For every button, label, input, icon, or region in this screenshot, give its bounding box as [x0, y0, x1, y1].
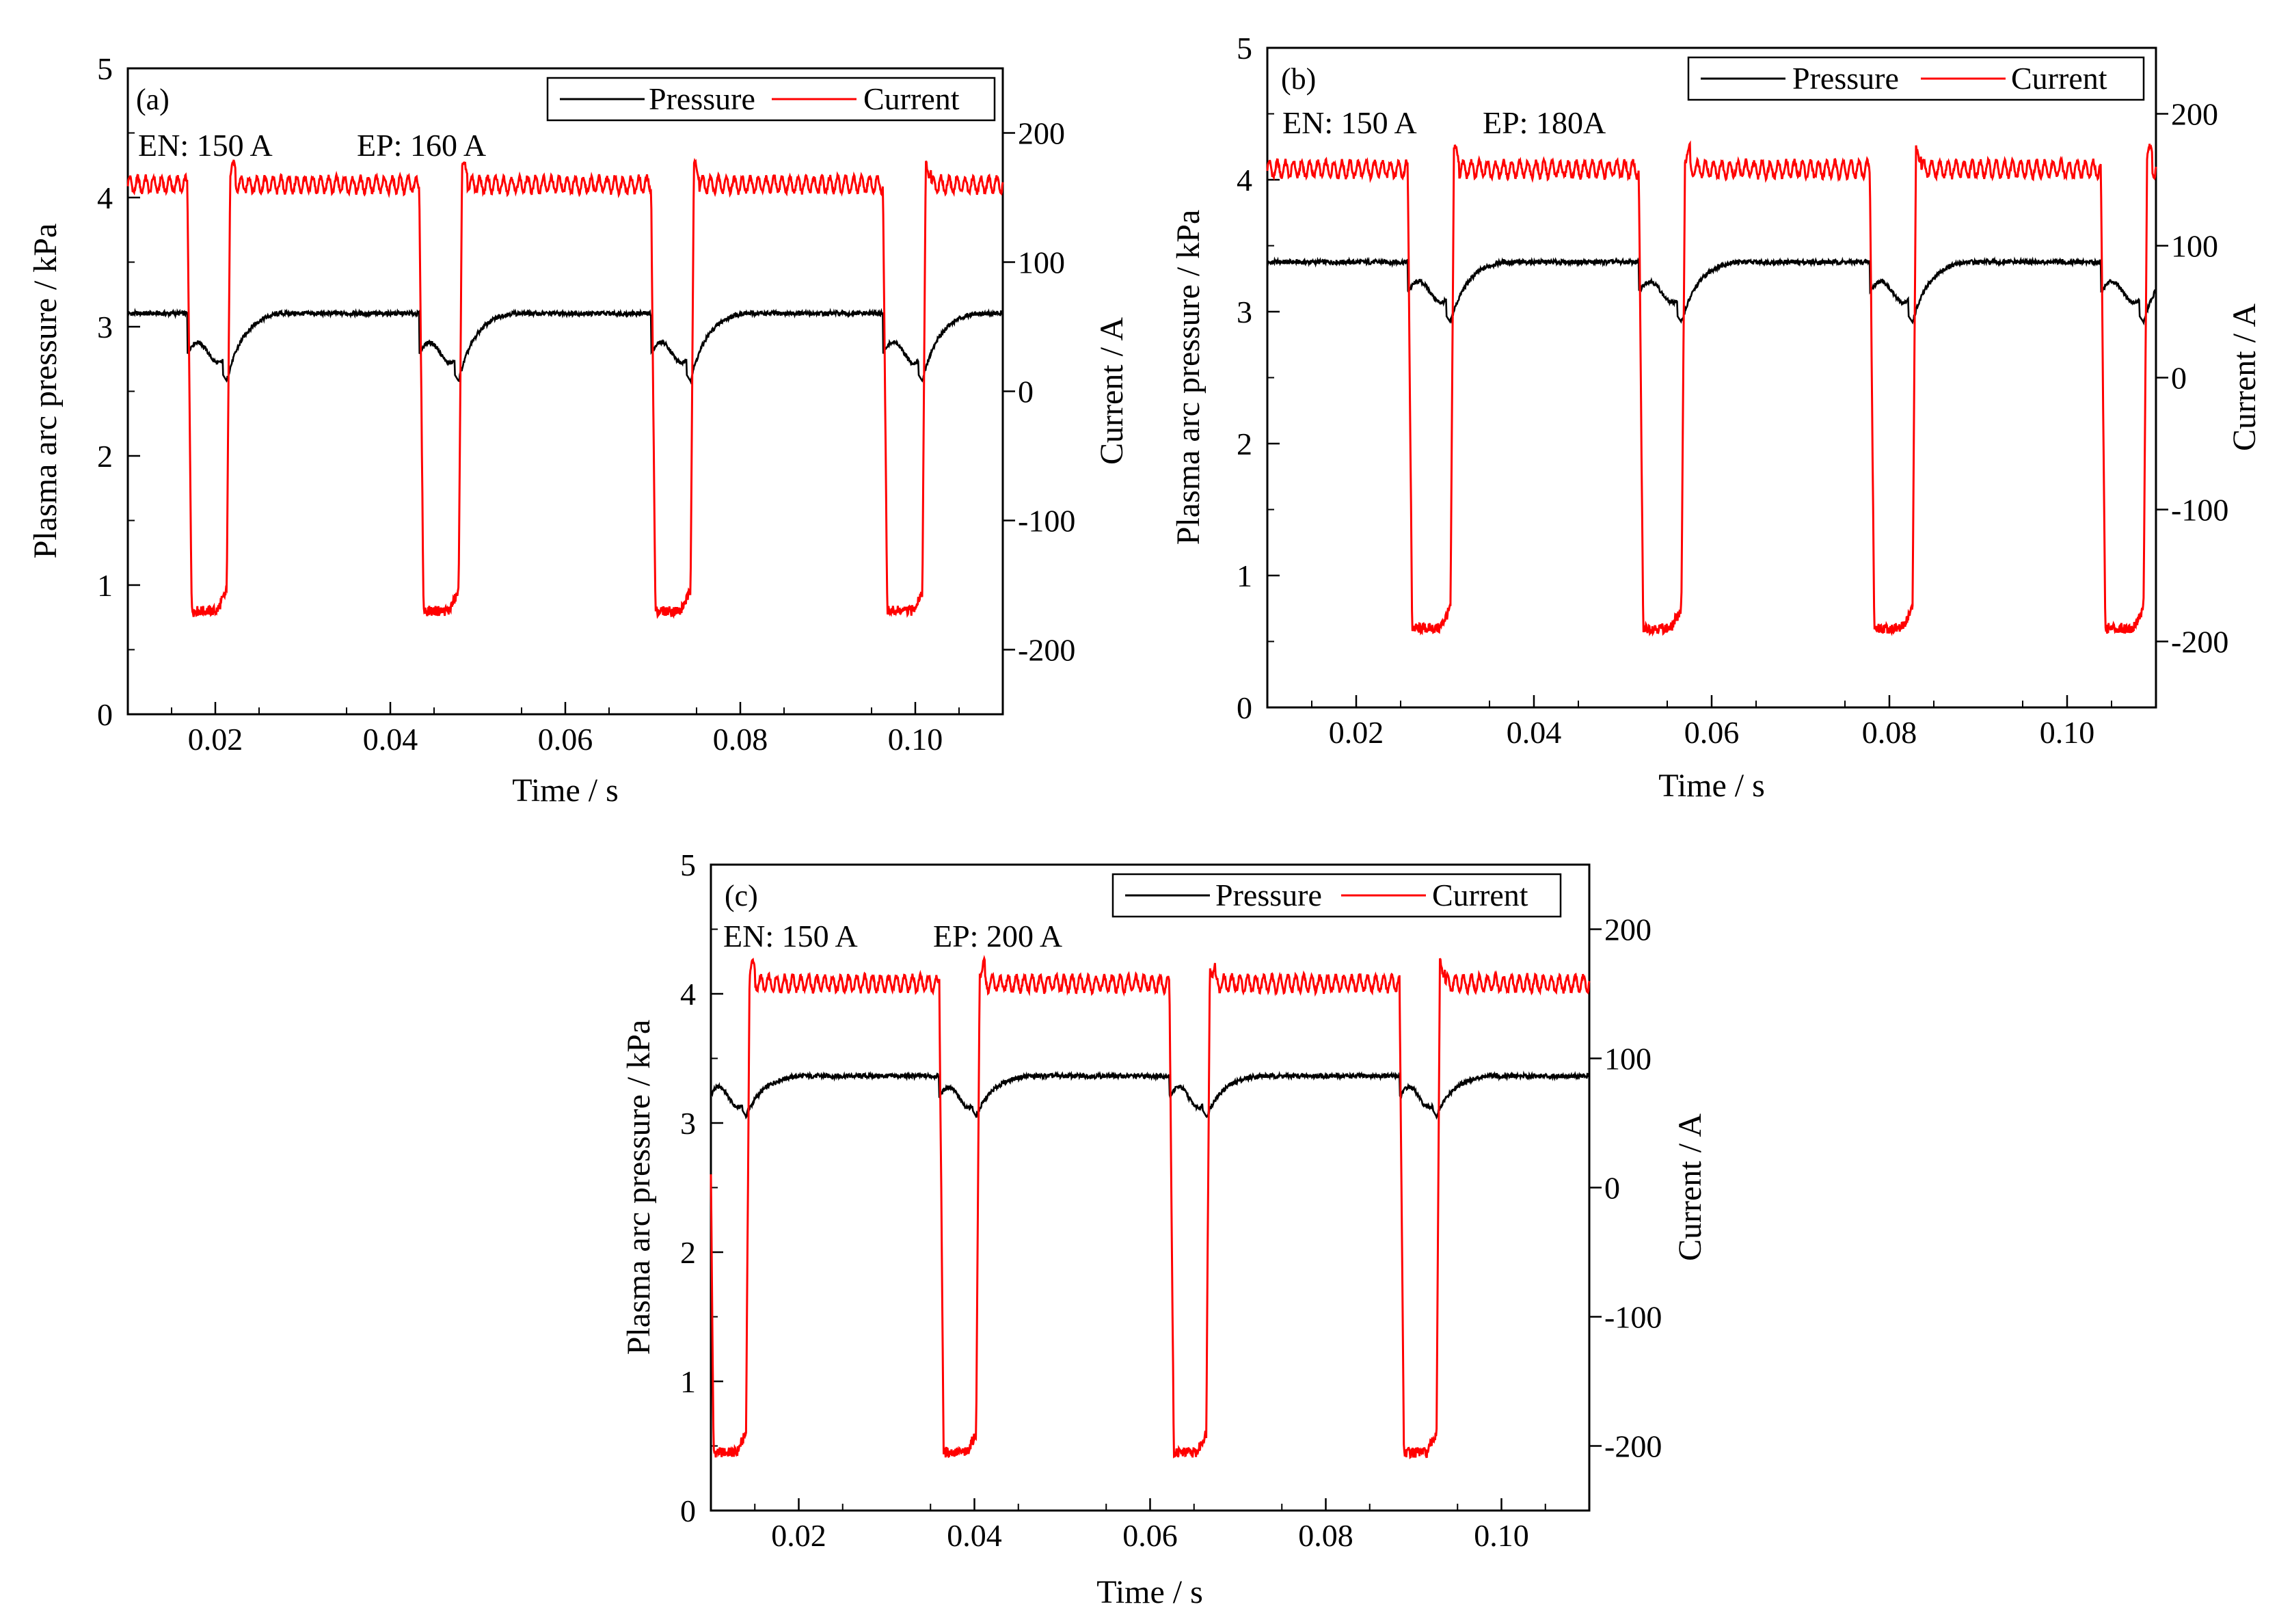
y-left-tick-label: 3 [680, 1106, 696, 1141]
x-tick-label: 0.04 [1507, 715, 1562, 750]
x-tick-label: 0.10 [888, 722, 943, 757]
annotation-en: EN: 150 A [138, 128, 273, 163]
axis-ticks: 0.02 0.04 0.06 0.08 0.10 0 1 2 3 4 5 -200 -100 0 100 20… [97, 51, 1075, 757]
legend-pressure-label: Pressure [1792, 61, 1899, 96]
legend-current-label: Current [2011, 61, 2107, 96]
panel-label: (c) [725, 879, 758, 912]
x-tick-label: 0.06 [1684, 715, 1740, 750]
y-left-tick-label: 1 [1237, 558, 1252, 593]
legend-pressure-label: Pressure [649, 81, 755, 116]
y-left-tick-label: 4 [680, 977, 696, 1012]
y-right-tick-label: 200 [1018, 116, 1065, 151]
legend-current-label: Current [1432, 878, 1528, 912]
pressure-series-line [1266, 256, 2157, 326]
legend-current-label: Current [863, 81, 960, 116]
y-left-tick-label: 2 [97, 439, 113, 474]
y-axis-right-label: Current / A [2226, 303, 2263, 451]
y-axis-left-label: Plasma arc pressure / kPa [621, 1020, 657, 1355]
legend-pressure-label: Pressure [1215, 878, 1322, 912]
x-axis-label: Time / s [1096, 1574, 1203, 1610]
annotation-ep: EP: 180A [1483, 105, 1606, 140]
x-tick-label: 0.02 [188, 722, 243, 757]
y-right-tick-label: 100 [2171, 229, 2218, 264]
y-right-tick-label: 100 [1018, 245, 1065, 280]
x-tick-label: 0.10 [1474, 1518, 1529, 1553]
y-right-tick-label: -100 [2171, 493, 2228, 528]
x-tick-label: 0.08 [713, 722, 768, 757]
x-tick-label: 0.10 [2040, 715, 2095, 750]
y-left-tick-label: 5 [680, 848, 696, 882]
current-series-line [126, 157, 1004, 619]
y-right-tick-label: 100 [1604, 1042, 1651, 1077]
annotation-en: EN: 150 A [1282, 105, 1417, 140]
y-right-tick-label: -200 [1604, 1429, 1662, 1464]
panel-label: (b) [1281, 62, 1316, 96]
y-axis-right-label: Current / A [1094, 317, 1130, 465]
annotation-ep: EP: 200 A [933, 919, 1062, 953]
y-right-tick-label: 0 [1018, 375, 1034, 409]
x-tick-label: 0.08 [1862, 715, 1917, 750]
x-tick-label: 0.02 [1329, 715, 1384, 750]
x-tick-label: 0.06 [538, 722, 593, 757]
panel-c: 0.02 0.04 0.06 0.08 0.10 0 1 2 3 4 5 -200 -100 0 100 20… [621, 848, 1708, 1610]
annotation-en: EN: 150 A [723, 919, 858, 953]
x-axis-label: Time / s [1658, 768, 1765, 804]
plot-frame [126, 67, 1004, 716]
y-left-tick-label: 3 [1237, 295, 1252, 329]
y-right-tick-label: 200 [2171, 97, 2218, 132]
panel-a: 0.02 0.04 0.06 0.08 0.10 0 1 2 3 4 5 -200 -100 0 100 20… [27, 51, 1130, 809]
annotation-ep: EP: 160 A [357, 128, 486, 163]
panel-label: (a) [136, 83, 170, 116]
pressure-series-line [126, 308, 1004, 385]
x-tick-label: 0.04 [947, 1518, 1002, 1553]
y-left-tick-label: 4 [97, 180, 113, 215]
y-right-tick-label: 200 [1604, 912, 1651, 947]
y-left-tick-label: 1 [680, 1364, 696, 1399]
y-right-tick-label: 0 [1604, 1171, 1620, 1206]
y-axis-left-label: Plasma arc pressure / kPa [27, 224, 64, 559]
pressure-series-line [710, 1070, 1591, 1120]
x-tick-label: 0.02 [771, 1518, 826, 1553]
y-left-tick-label: 5 [1237, 31, 1252, 66]
legend: Pressure Current [1687, 56, 2145, 101]
y-right-tick-label: -200 [1018, 633, 1075, 668]
axis-ticks: 0.02 0.04 0.06 0.08 0.10 0 1 2 3 4 5 -200 -100 0 100 20… [1237, 31, 2228, 750]
plot-frame [710, 863, 1591, 1512]
x-tick-label: 0.04 [363, 722, 418, 757]
y-left-tick-label: 2 [1237, 427, 1252, 461]
current-series-line [710, 955, 1591, 1459]
axis-ticks: 0.02 0.04 0.06 0.08 0.10 0 1 2 3 4 5 -200 -100 0 100 20… [680, 848, 1662, 1553]
y-left-tick-label: 0 [680, 1493, 696, 1528]
y-left-tick-label: 5 [97, 51, 113, 86]
y-left-tick-label: 1 [97, 568, 113, 603]
y-left-tick-label: 3 [97, 310, 113, 344]
y-right-tick-label: 0 [2171, 361, 2187, 396]
y-right-tick-label: -100 [1018, 504, 1075, 539]
legend: Pressure Current [1111, 873, 1562, 918]
x-tick-label: 0.08 [1298, 1518, 1353, 1553]
y-left-tick-label: 0 [1237, 690, 1252, 725]
y-left-tick-label: 2 [680, 1235, 696, 1270]
y-left-tick-label: 4 [1237, 163, 1252, 198]
current-series-line [1266, 140, 2157, 637]
x-axis-label: Time / s [512, 772, 619, 809]
y-axis-right-label: Current / A [1672, 1113, 1708, 1261]
panel-b: 0.02 0.04 0.06 0.08 0.10 0 1 2 3 4 5 -200 -100 0 100 20… [1170, 31, 2263, 804]
y-right-tick-label: -200 [2171, 625, 2228, 660]
plot-frame [1266, 46, 2157, 709]
x-tick-label: 0.06 [1122, 1518, 1178, 1553]
y-left-tick-label: 0 [97, 697, 113, 732]
y-axis-left-label: Plasma arc pressure / kPa [1170, 210, 1206, 545]
legend: Pressure Current [546, 77, 996, 122]
y-right-tick-label: -100 [1604, 1300, 1662, 1335]
